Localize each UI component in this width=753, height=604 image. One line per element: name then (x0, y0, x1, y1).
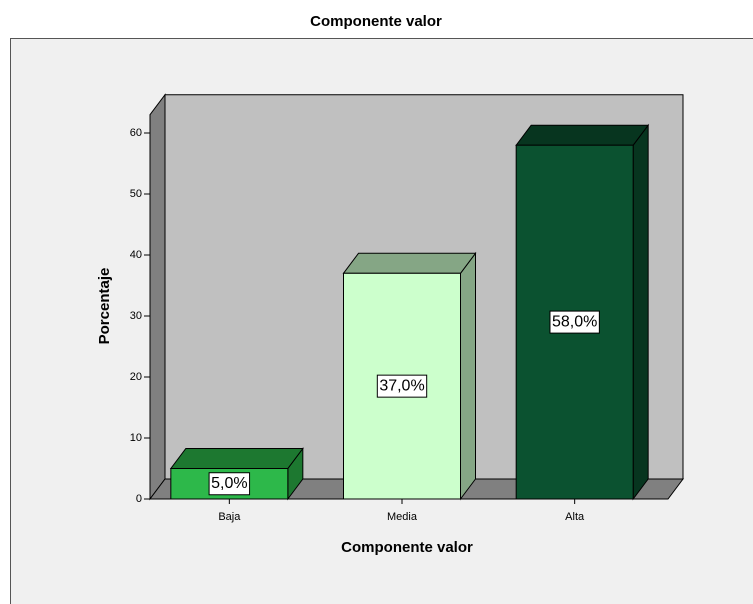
bar-top (515, 124, 650, 146)
x-tick-label: Media (387, 511, 418, 523)
value-label-box (549, 310, 600, 334)
value-label-box (376, 374, 428, 398)
y-tick-label: 50 (130, 188, 142, 200)
y-tick-label: 10 (130, 432, 142, 444)
bar-top (169, 448, 304, 469)
value-label-text: 58,0% (552, 313, 597, 330)
value-label: 37,0% (376, 374, 428, 398)
value-label: 58,0% (549, 310, 600, 334)
y-tick-label: 0 (136, 493, 142, 505)
value-label-text: 5,0% (211, 475, 247, 492)
y-axis-title: Porcentaje (96, 268, 113, 345)
y-tick-label: 60 (130, 127, 142, 139)
x-axis-title: Componente valor (341, 539, 473, 556)
value-label-box (208, 472, 251, 496)
x-tick-label: Baja (218, 511, 241, 523)
value-label: 5,0% (208, 472, 251, 496)
bar-side (632, 123, 649, 501)
left-wall (149, 93, 166, 501)
y-tick-label: 40 (130, 249, 142, 261)
chart-title: Componente valor (310, 13, 442, 30)
bar-side (460, 251, 476, 501)
y-tick-label: 20 (130, 371, 142, 383)
y-tick-label: 30 (130, 310, 142, 322)
x-tick-label: Alta (565, 511, 585, 523)
bar-top (342, 252, 477, 274)
value-label-text: 37,0% (379, 377, 424, 394)
